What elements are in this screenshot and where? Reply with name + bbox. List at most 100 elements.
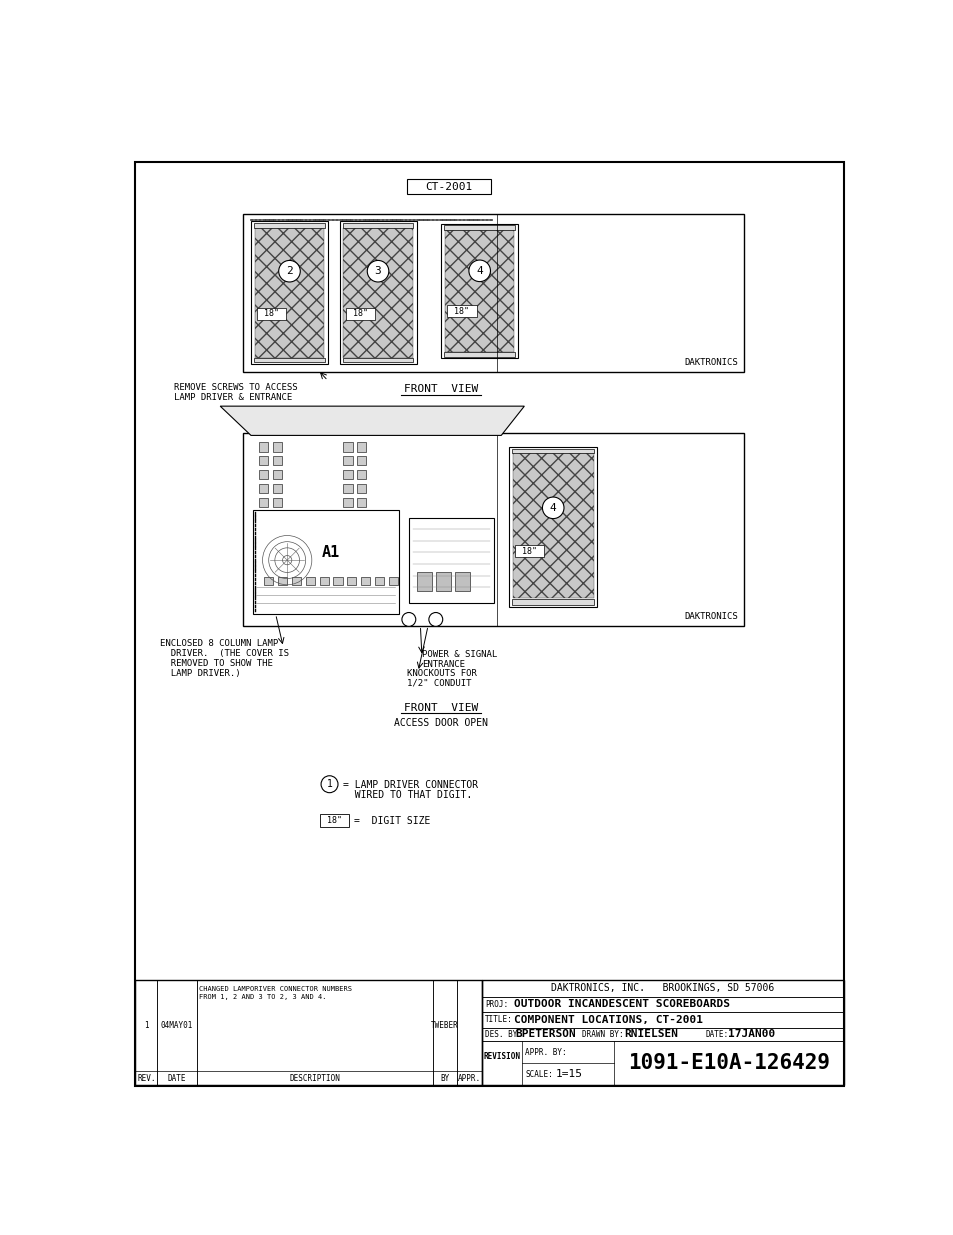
Bar bbox=[264, 577, 274, 585]
Text: 18": 18" bbox=[454, 306, 469, 316]
Text: RNIELSEN: RNIELSEN bbox=[624, 1030, 678, 1040]
Bar bbox=[243, 214, 743, 372]
Bar bbox=[258, 442, 268, 452]
Bar bbox=[347, 577, 356, 585]
Bar bbox=[251, 221, 328, 364]
Bar bbox=[273, 484, 281, 493]
Bar bbox=[305, 577, 314, 585]
Text: 4: 4 bbox=[549, 503, 556, 513]
Bar bbox=[342, 222, 413, 227]
Bar bbox=[481, 1028, 843, 1041]
Bar bbox=[393, 412, 400, 419]
Bar bbox=[343, 498, 353, 508]
Text: POWER & SIGNAL: POWER & SIGNAL bbox=[421, 651, 497, 659]
Bar bbox=[508, 447, 597, 608]
Bar bbox=[444, 225, 515, 230]
Bar bbox=[444, 352, 515, 357]
Text: LAMP DRIVER.): LAMP DRIVER.) bbox=[160, 669, 240, 678]
Bar bbox=[339, 221, 416, 364]
Text: REVISION: REVISION bbox=[483, 1052, 520, 1061]
Bar bbox=[455, 572, 470, 592]
Text: ACCESS DOOR OPEN: ACCESS DOOR OPEN bbox=[394, 718, 488, 727]
Text: 04MAY01: 04MAY01 bbox=[161, 1021, 193, 1030]
Text: FRONT  VIEW: FRONT VIEW bbox=[404, 703, 477, 713]
Text: =  DIGIT SIZE: = DIGIT SIZE bbox=[354, 816, 430, 826]
Bar bbox=[343, 484, 353, 493]
Text: REMOVED TO SHOW THE: REMOVED TO SHOW THE bbox=[160, 659, 273, 668]
Text: 1091-E10A-126429: 1091-E10A-126429 bbox=[627, 1053, 829, 1073]
Bar bbox=[273, 498, 281, 508]
Bar bbox=[356, 442, 366, 452]
Polygon shape bbox=[220, 406, 524, 436]
Bar bbox=[343, 471, 353, 479]
Text: 1=15: 1=15 bbox=[556, 1070, 582, 1079]
Text: TITLE:: TITLE: bbox=[484, 1015, 513, 1024]
Bar bbox=[447, 305, 476, 317]
Bar bbox=[436, 572, 451, 592]
Bar bbox=[512, 599, 594, 605]
Bar bbox=[289, 412, 296, 419]
Bar bbox=[481, 979, 843, 997]
Text: BY: BY bbox=[440, 1074, 449, 1083]
Text: SCALE:: SCALE: bbox=[524, 1070, 553, 1079]
Text: ENTRANCE: ENTRANCE bbox=[421, 661, 464, 669]
Text: 17JAN00: 17JAN00 bbox=[728, 1030, 775, 1040]
Text: LAMP DRIVER & ENTRANCE: LAMP DRIVER & ENTRANCE bbox=[173, 393, 292, 403]
Text: CT-2001: CT-2001 bbox=[425, 182, 472, 191]
Bar bbox=[273, 456, 281, 466]
Bar bbox=[257, 308, 286, 320]
Bar bbox=[409, 517, 493, 603]
Bar bbox=[135, 979, 481, 1086]
Text: A1: A1 bbox=[321, 545, 339, 559]
Bar bbox=[342, 358, 413, 362]
Bar bbox=[345, 308, 375, 320]
Circle shape bbox=[367, 261, 389, 282]
Circle shape bbox=[469, 261, 490, 282]
Circle shape bbox=[278, 261, 300, 282]
Text: 1: 1 bbox=[144, 1021, 149, 1030]
Bar bbox=[135, 1072, 481, 1086]
Text: COMPONENT LOCATIONS, CT-2001: COMPONENT LOCATIONS, CT-2001 bbox=[514, 1015, 702, 1025]
Bar bbox=[416, 572, 432, 592]
Bar bbox=[343, 442, 353, 452]
Bar bbox=[253, 510, 398, 614]
Text: APPR. BY:: APPR. BY: bbox=[524, 1047, 566, 1057]
Text: 18": 18" bbox=[326, 816, 341, 825]
Bar bbox=[389, 577, 397, 585]
Text: 2: 2 bbox=[286, 267, 293, 277]
Bar bbox=[258, 471, 268, 479]
Bar bbox=[356, 471, 366, 479]
Text: 18": 18" bbox=[264, 310, 279, 319]
Text: DATE: DATE bbox=[168, 1074, 186, 1083]
Bar bbox=[276, 412, 284, 419]
Bar bbox=[416, 412, 425, 419]
Bar bbox=[277, 577, 287, 585]
Text: KNOCKOUTS FOR: KNOCKOUTS FOR bbox=[406, 668, 476, 678]
Bar bbox=[258, 456, 268, 466]
Text: APPR.: APPR. bbox=[457, 1074, 480, 1083]
Bar bbox=[512, 448, 594, 453]
Bar bbox=[343, 456, 353, 466]
Bar bbox=[333, 577, 342, 585]
Bar bbox=[319, 577, 329, 585]
Bar bbox=[254, 227, 324, 358]
Text: DRIVER.  (THE COVER IS: DRIVER. (THE COVER IS bbox=[160, 650, 289, 658]
Text: BPETERSON: BPETERSON bbox=[516, 1030, 576, 1040]
Circle shape bbox=[542, 496, 563, 519]
Bar bbox=[258, 484, 268, 493]
Bar bbox=[356, 498, 366, 508]
Text: OUTDOOR INCANDESCENT SCOREBOARDS: OUTDOOR INCANDESCENT SCOREBOARDS bbox=[514, 999, 730, 1009]
Text: 18": 18" bbox=[353, 310, 368, 319]
Text: TWEBER: TWEBER bbox=[431, 1021, 458, 1030]
Bar bbox=[243, 433, 743, 626]
Bar bbox=[406, 179, 491, 194]
Text: REMOVE SCREWS TO ACCESS: REMOVE SCREWS TO ACCESS bbox=[173, 383, 297, 391]
Bar bbox=[515, 545, 544, 557]
Text: DAKTRONICS, INC.   BROOKINGS, SD 57006: DAKTRONICS, INC. BROOKINGS, SD 57006 bbox=[551, 983, 774, 993]
Text: CHANGED LAMPORIVER CONNECTOR NUMBERS: CHANGED LAMPORIVER CONNECTOR NUMBERS bbox=[199, 986, 352, 992]
Text: 1: 1 bbox=[326, 779, 333, 789]
Circle shape bbox=[321, 776, 337, 793]
Text: DRAWN BY:: DRAWN BY: bbox=[581, 1030, 623, 1039]
Circle shape bbox=[401, 613, 416, 626]
Text: = LAMP DRIVER CONNECTOR: = LAMP DRIVER CONNECTOR bbox=[343, 779, 478, 789]
